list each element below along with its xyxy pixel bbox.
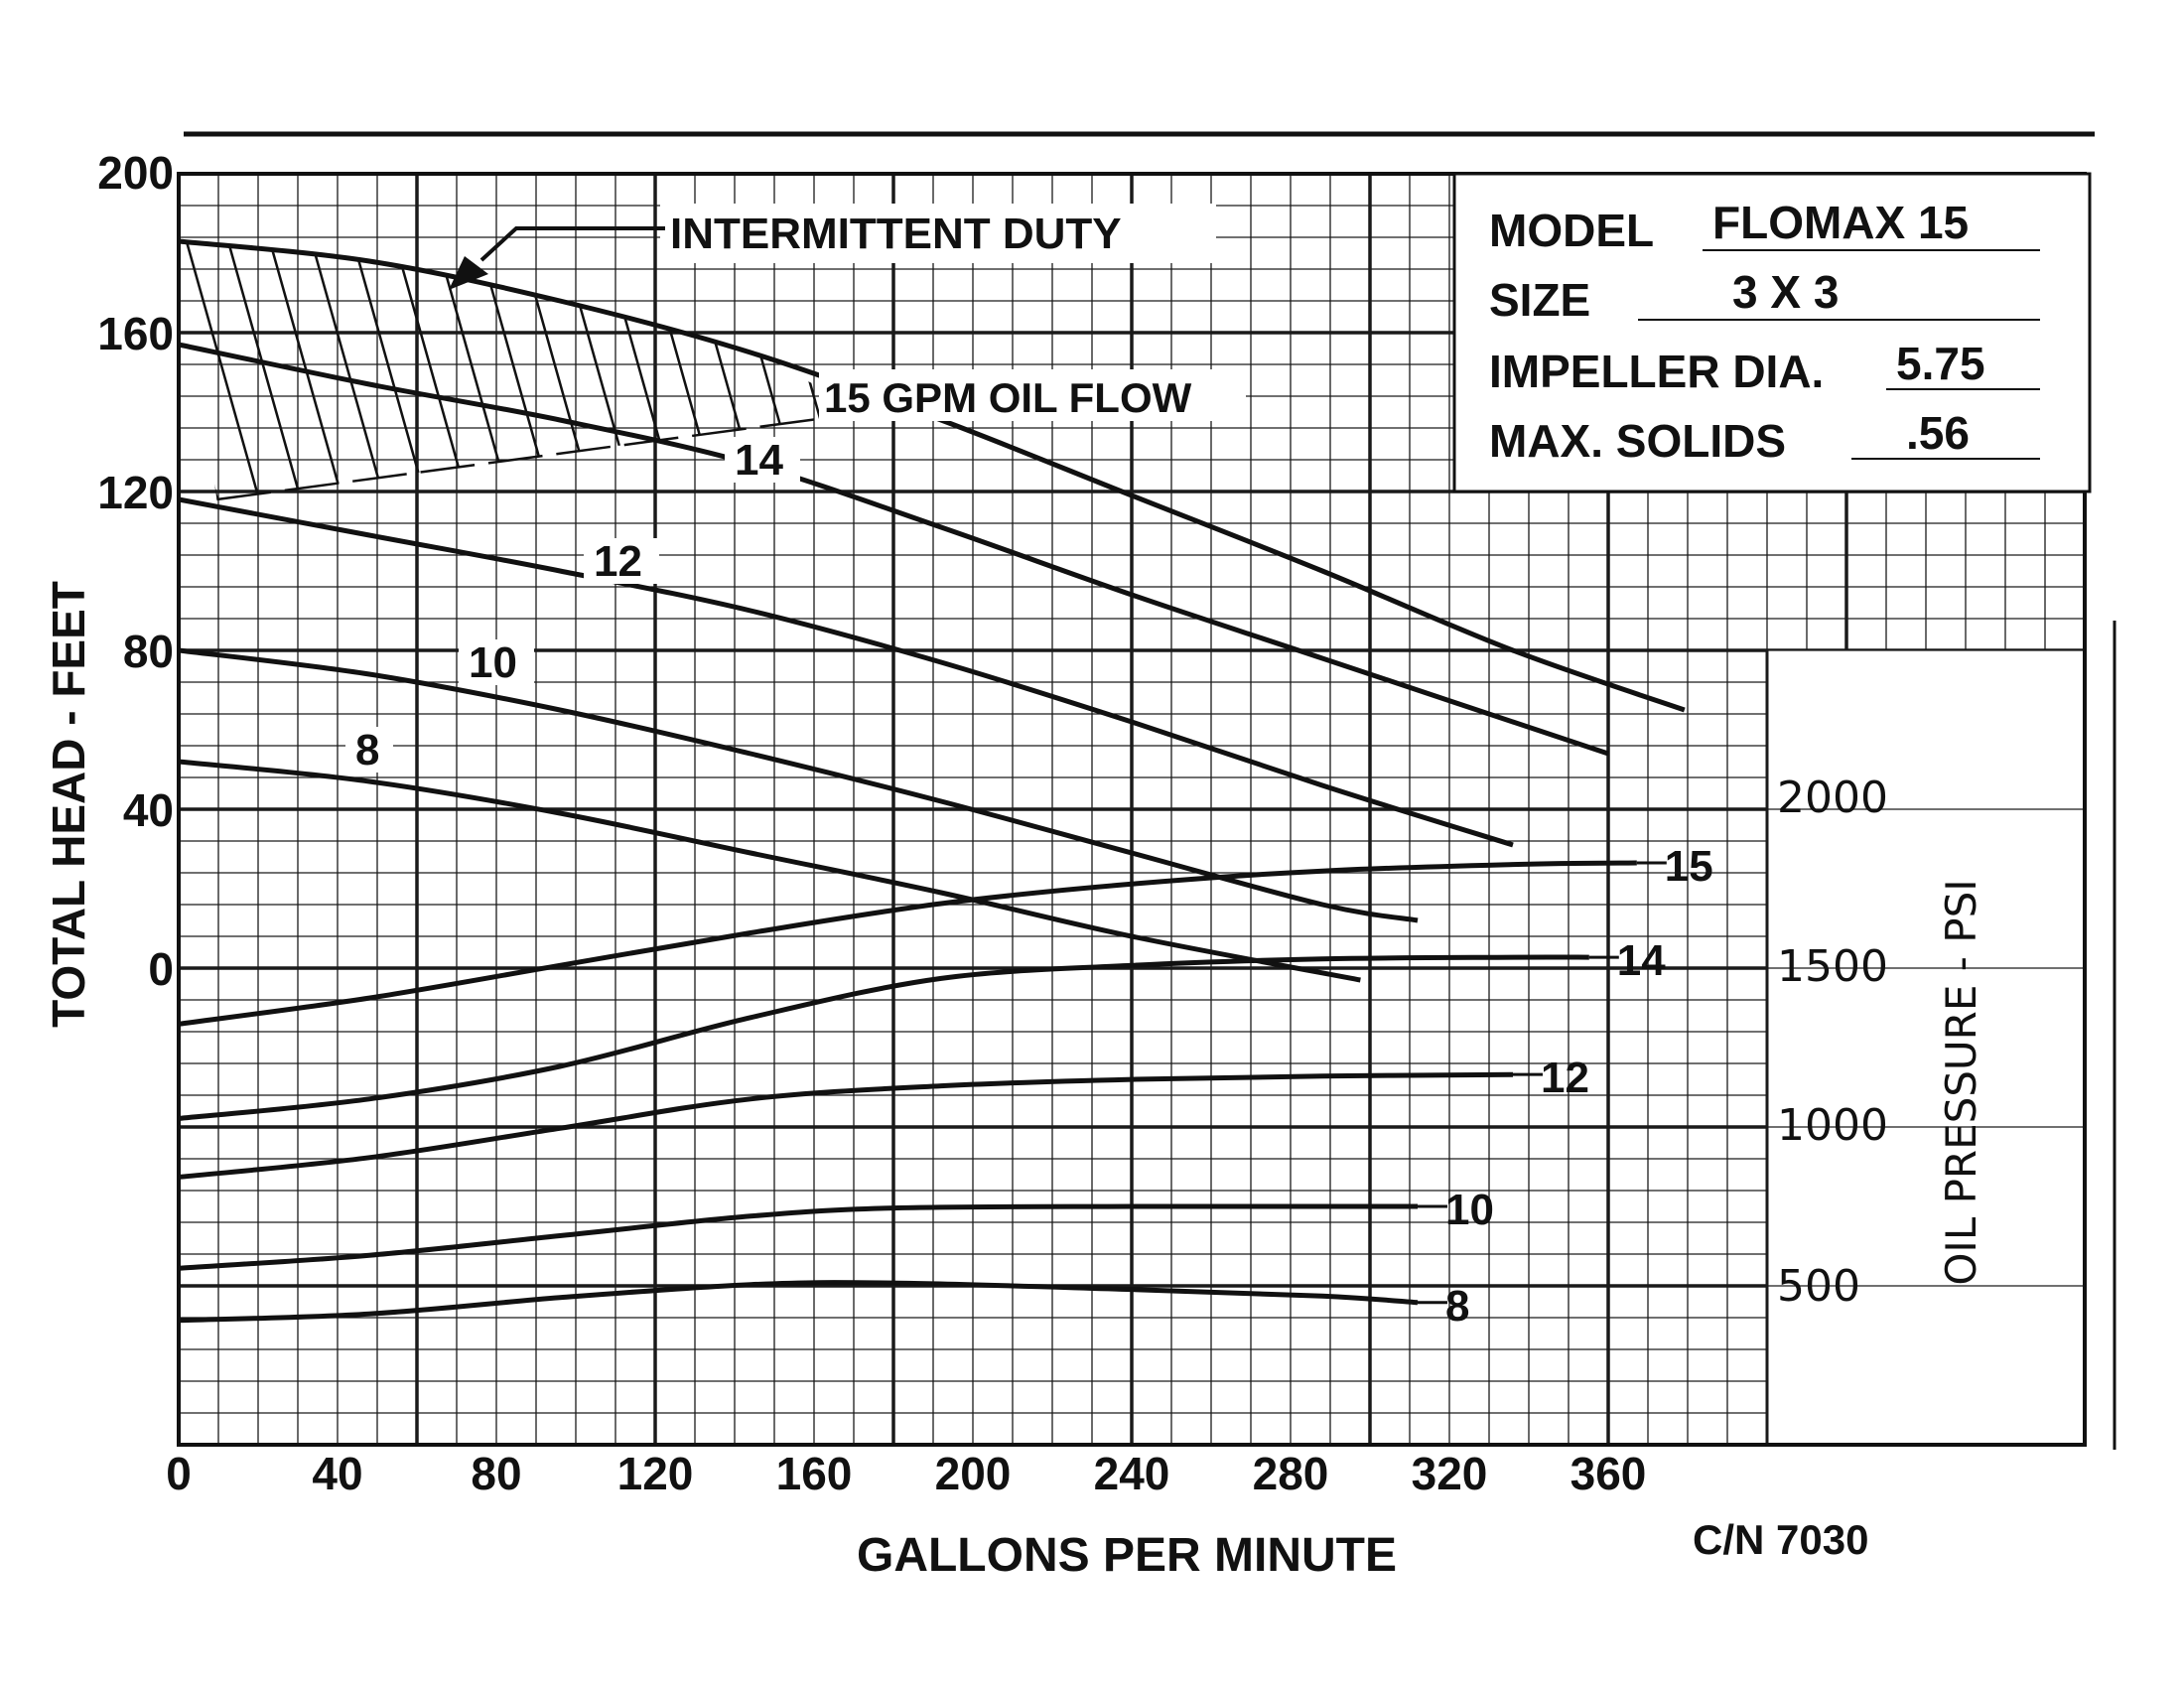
- info-solids-label: MAX. SOLIDS: [1489, 415, 1786, 467]
- intermittent-leader-line: [479, 226, 665, 262]
- head-curve-label-10: 10: [469, 638, 517, 687]
- pressure-curve-14: [178, 954, 1589, 1121]
- x-tick-240: 240: [1094, 1448, 1170, 1499]
- info-model-value: FLOMAX 15: [1712, 197, 1969, 248]
- hatch-line: [218, 241, 312, 499]
- x-tick-200: 200: [935, 1448, 1012, 1499]
- intermittent-label-backdrop: [660, 204, 1216, 263]
- pressure-curve-label-12: 12: [1541, 1054, 1589, 1102]
- intermittent-duty-label: INTERMITTENT DUTY: [670, 210, 1122, 258]
- catalog-number: C/N 7030: [1693, 1516, 1868, 1563]
- y-axis-right-title: OIL PRESSURE - PSI: [1937, 879, 1985, 1285]
- head-label-backdrop: [345, 727, 393, 773]
- y-axis-left-title: TOTAL HEAD - FEET: [43, 581, 94, 1028]
- x-axis: 0 40 80 120 160 200 240 280 320 360 GALL…: [166, 1448, 1646, 1582]
- hatch-line: [179, 241, 270, 499]
- head-curve-label-12: 12: [594, 537, 642, 586]
- pressure-curve-label-14: 14: [1617, 936, 1666, 985]
- y-tick-160: 160: [97, 308, 174, 359]
- hatch-boundary: [216, 410, 871, 501]
- psi-tick-1500: 1500: [1777, 941, 1888, 992]
- head-label-backdrop: [725, 437, 800, 483]
- head-curve-label-14: 14: [735, 436, 783, 485]
- x-tick-280: 280: [1253, 1448, 1329, 1499]
- info-box-frame: [1452, 172, 2092, 493]
- psi-tick-1000: 1000: [1777, 1100, 1888, 1151]
- grid: [177, 172, 2087, 1447]
- x-tick-120: 120: [617, 1448, 694, 1499]
- intermittent-arrowhead: [449, 256, 488, 290]
- head-label-backdrop: [459, 639, 534, 685]
- info-solids-value: .56: [1906, 407, 1970, 459]
- x-tick-40: 40: [312, 1448, 362, 1499]
- left-axis: 200 160 120 80 40 0 TOTAL HEAD - FEET: [43, 147, 174, 1028]
- pressure-curve-label-15: 15: [1665, 842, 1713, 891]
- x-tick-360: 360: [1570, 1448, 1647, 1499]
- right-axis: 2000 1500 1000 500 OIL PRESSURE - PSI: [1777, 773, 1985, 1312]
- annotations: INTERMITTENT DUTY 15 GPM OIL FLOW C/N 70…: [449, 204, 1868, 1563]
- head-curves: 14 12 10 8: [178, 238, 1686, 983]
- y-tick-200: 200: [97, 147, 174, 199]
- x-tick-320: 320: [1412, 1448, 1488, 1499]
- psi-tick-500: 500: [1777, 1261, 1860, 1312]
- head-curve-14: [178, 342, 1609, 757]
- info-impeller-label: IMPELLER DIA.: [1489, 346, 1824, 397]
- y-tick-0: 0: [148, 943, 174, 995]
- pressure-curve-label-8: 8: [1445, 1282, 1469, 1331]
- info-impeller-value: 5.75: [1896, 338, 1985, 389]
- head-curve-label-8: 8: [355, 726, 379, 774]
- pressure-curve-8: [178, 1280, 1419, 1324]
- head-curve-10: [178, 647, 1419, 923]
- flow-title-backdrop: [819, 369, 1246, 421]
- x-tick-0: 0: [166, 1448, 192, 1499]
- head-curve-8: [178, 759, 1361, 983]
- head-curve-12: [178, 496, 1514, 848]
- pressure-curve-10: [178, 1203, 1418, 1271]
- y-tick-80: 80: [123, 626, 174, 677]
- pressure-curve-12: [178, 1071, 1514, 1180]
- pressure-curve-label-10: 10: [1445, 1186, 1494, 1234]
- psi-tick-2000: 2000: [1777, 773, 1888, 823]
- x-tick-80: 80: [471, 1448, 521, 1499]
- x-tick-160: 160: [776, 1448, 853, 1499]
- plot-frame: [177, 172, 2087, 1447]
- head-label-backdrop: [584, 538, 659, 584]
- x-axis-title: GALLONS PER MINUTE: [857, 1529, 1397, 1582]
- info-box: MODEL FLOMAX 15 SIZE 3 X 3 IMPELLER DIA.…: [1452, 172, 2092, 493]
- y-tick-120: 120: [97, 467, 174, 518]
- pressure-curve-15: [178, 860, 1637, 1027]
- info-model-label: MODEL: [1489, 205, 1654, 256]
- flow-title-label: 15 GPM OIL FLOW: [824, 374, 1192, 421]
- y-tick-40: 40: [123, 784, 174, 836]
- info-size-label: SIZE: [1489, 274, 1590, 326]
- pressure-curves: 15 14 12 10 8: [178, 842, 1713, 1331]
- info-size-value: 3 X 3: [1732, 266, 1839, 318]
- pressure-scale-panel: [1767, 650, 2085, 1445]
